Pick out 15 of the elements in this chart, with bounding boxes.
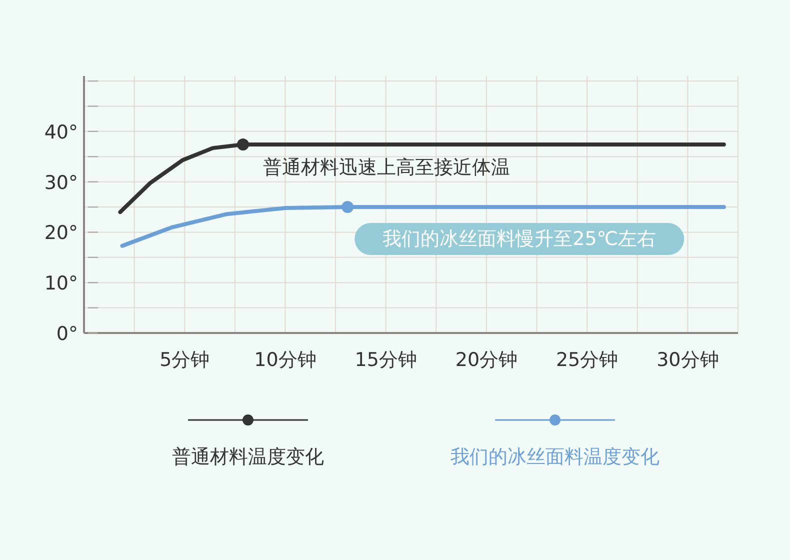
legend-label: 普通材料温度变化	[172, 446, 324, 468]
y-tick-label: 20°	[44, 222, 78, 244]
annotation: 我们的冰丝面料慢升至25℃左右	[382, 228, 656, 250]
x-tick-label: 5分钟	[160, 349, 210, 371]
y-tick-label: 40°	[44, 121, 78, 144]
y-tick-label: 10°	[44, 272, 78, 295]
x-tick-label: 15分钟	[354, 349, 417, 371]
annotation: 普通材料迅速上高至接近体温	[262, 156, 510, 179]
x-tick-label: 20分钟	[455, 349, 518, 371]
x-tick-label: 25分钟	[556, 349, 618, 371]
x-tick-label: 10分钟	[254, 349, 316, 371]
x-tick-label: 30分钟	[656, 349, 719, 371]
y-tick-label: 30°	[44, 172, 78, 194]
y-tick-label: 0°	[56, 323, 78, 345]
legend-label: 我们的冰丝面料温度变化	[450, 446, 660, 468]
